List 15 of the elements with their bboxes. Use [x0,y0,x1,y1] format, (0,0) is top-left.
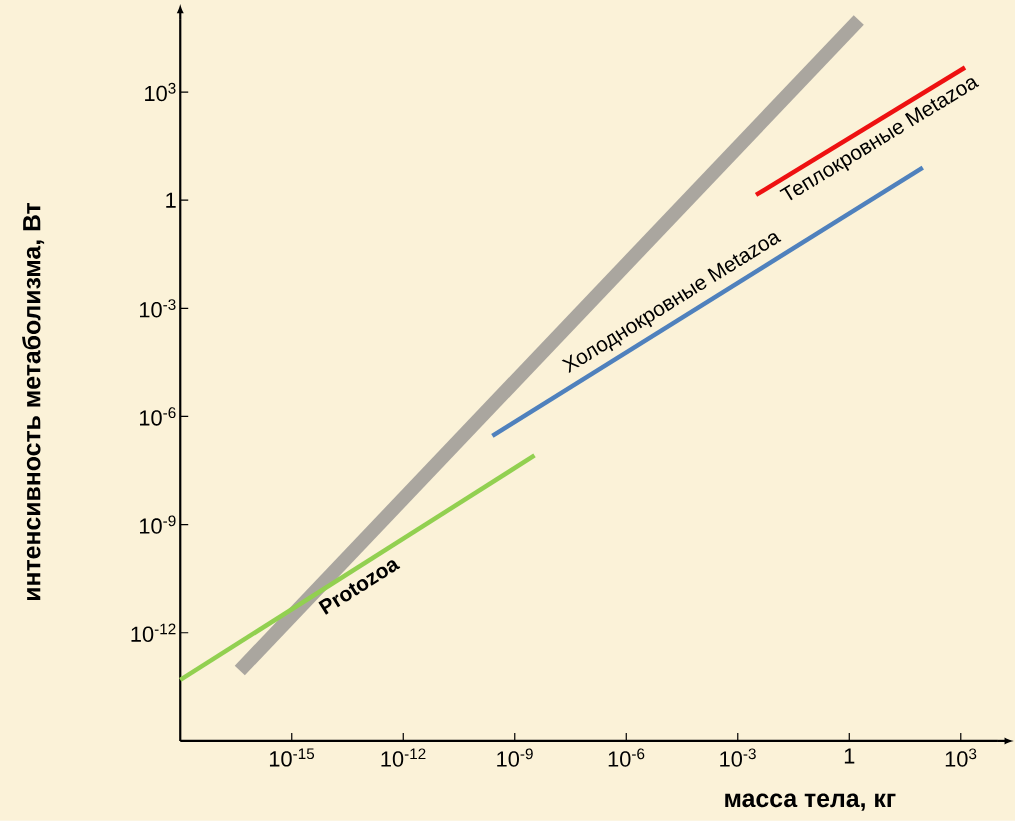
x-tick-label: 10$^{-3}$ [720,748,756,767]
y-tick-label: 1 [166,192,176,208]
x-tick-label: 10$^{-12}$ [381,748,426,767]
y-tick-label: 10$^{-12}$ [131,623,176,643]
x-tick-label: 1 [844,748,855,764]
y-tick-label: 10$^{3}$ [145,83,176,102]
x-tick-label: 10$^{-15}$ [269,748,315,767]
x-axis-title: масса тела, кг [725,793,896,811]
y-axis-title: интенсивность метаболизма, Вт [22,203,45,601]
y-tick-label: 10$^{-3}$ [140,299,176,318]
x-tick-label: 10$^{3}$ [945,748,977,767]
x-tick-label: 10$^{-6}$ [608,748,645,767]
y-tick-label: 10$^{-6}$ [140,407,176,426]
x-tick-label: 10$^{-9}$ [497,748,533,767]
y-tick-label: 10$^{-9}$ [140,515,176,534]
